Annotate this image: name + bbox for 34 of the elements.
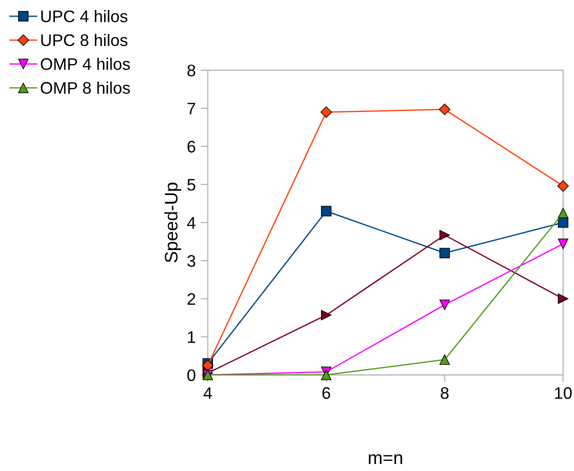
point — [558, 208, 568, 218]
point — [438, 104, 450, 116]
x-tick-label: 10 — [555, 387, 572, 399]
point — [439, 248, 450, 258]
y-tick-label: 6 — [188, 140, 196, 153]
y-tick-label: 3 — [187, 255, 196, 267]
point — [321, 310, 332, 320]
y-tick-label: 4 — [187, 217, 196, 229]
point — [202, 360, 214, 372]
y-tick-label: 5 — [187, 179, 196, 191]
x-tick-label: 6 — [322, 387, 330, 399]
point — [320, 106, 332, 118]
legend-label: UPC 8 hilos — [41, 34, 128, 46]
point — [557, 180, 569, 192]
x-tick-label: 4 — [204, 387, 212, 399]
legend-label: UPC 4 hilos — [41, 10, 128, 22]
y-tick-label: 1 — [188, 331, 196, 343]
point — [439, 354, 450, 365]
x-tick-label: 8 — [440, 387, 449, 399]
point — [439, 230, 450, 240]
y-tick-label: 7 — [188, 102, 196, 114]
y-axis-title: Speed-Up — [164, 182, 182, 262]
point — [439, 300, 450, 310]
legend-label: OMP 8 hilos — [40, 82, 130, 94]
legend-label: OMP 4 hilos — [40, 58, 130, 70]
point — [558, 238, 568, 250]
x-axis-title: m=n — [368, 454, 402, 464]
y-tick-label: 2 — [188, 293, 196, 305]
point — [558, 294, 568, 304]
point — [558, 217, 568, 228]
y-tick-label: 0 — [187, 369, 196, 382]
point — [321, 206, 332, 216]
point — [321, 370, 332, 380]
y-tick-label: 8 — [187, 64, 196, 76]
